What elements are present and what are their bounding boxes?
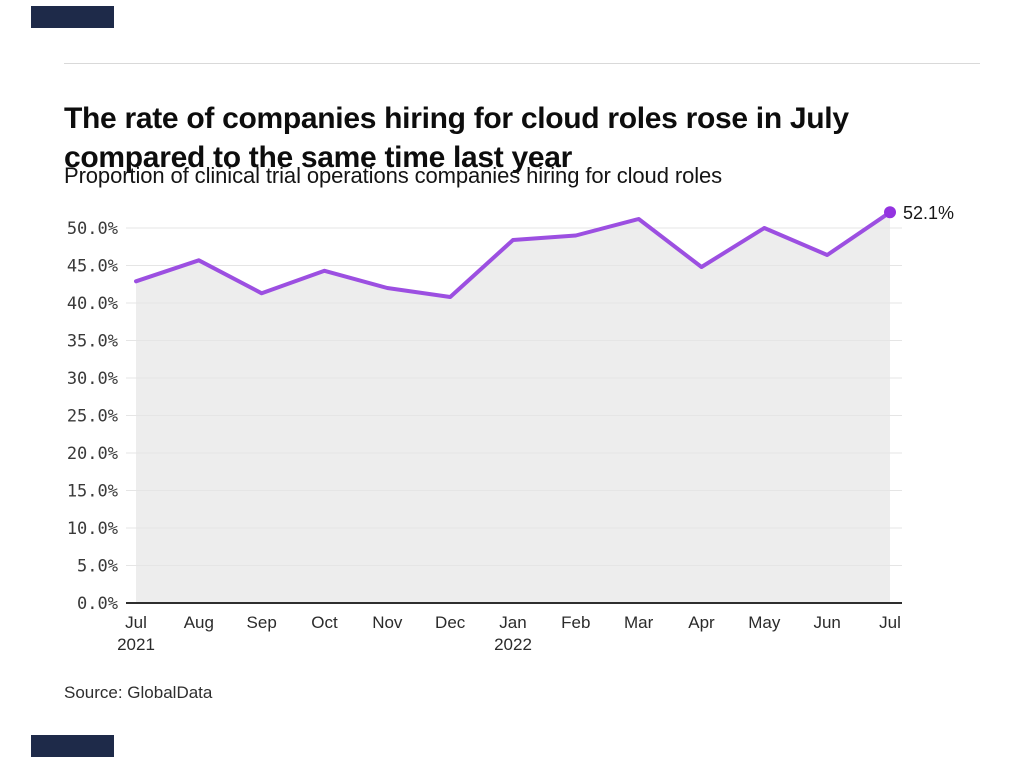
- brand-accent-bar-bottom: [31, 735, 114, 757]
- y-tick-label: 45.0%: [67, 257, 118, 277]
- y-tick-label: 20.0%: [67, 444, 118, 464]
- x-tick-label: Jun: [813, 613, 840, 632]
- y-tick-label: 15.0%: [67, 482, 118, 502]
- page-title: The rate of companies hiring for cloud r…: [64, 99, 994, 177]
- x-tick-label: Sep: [247, 613, 277, 632]
- y-tick-label: 5.0%: [77, 557, 118, 577]
- header-divider: [64, 63, 980, 64]
- x-tick-label: Mar: [624, 613, 654, 632]
- x-tick-year-label: 2022: [494, 635, 532, 654]
- x-tick-label: May: [748, 613, 781, 632]
- x-tick-label: Feb: [561, 613, 590, 632]
- x-tick-label: Aug: [184, 613, 214, 632]
- title-line-1: The rate of companies hiring for cloud r…: [64, 102, 849, 136]
- x-tick-label: Jul: [125, 613, 147, 632]
- brand-accent-bar-top: [31, 6, 114, 28]
- y-tick-label: 40.0%: [67, 294, 118, 314]
- x-tick-label: Jan: [499, 613, 526, 632]
- y-tick-label: 10.0%: [67, 519, 118, 539]
- x-tick-label: Nov: [372, 613, 403, 632]
- end-point-marker: [884, 206, 896, 219]
- end-value-label: 52.1%: [903, 203, 954, 223]
- y-tick-label: 25.0%: [67, 407, 118, 427]
- x-tick-label: Dec: [435, 613, 466, 632]
- chart-subtitle: Proportion of clinical trial operations …: [64, 163, 723, 188]
- area-fill: [136, 212, 890, 604]
- title-line-2: compared to the same time last year: [64, 141, 573, 175]
- y-tick-label: 50.0%: [67, 219, 118, 239]
- x-tick-year-label: 2021: [117, 635, 155, 654]
- x-tick-label: Apr: [688, 613, 715, 632]
- trend-line: [134, 210, 892, 299]
- y-tick-label: 30.0%: [67, 369, 118, 389]
- source-attribution: Source: GlobalData: [64, 683, 213, 702]
- y-tick-label: 0.0%: [77, 594, 118, 614]
- y-tick-label: 35.0%: [67, 332, 118, 352]
- x-tick-label: Jul: [879, 613, 901, 632]
- x-tick-label: Oct: [311, 613, 338, 632]
